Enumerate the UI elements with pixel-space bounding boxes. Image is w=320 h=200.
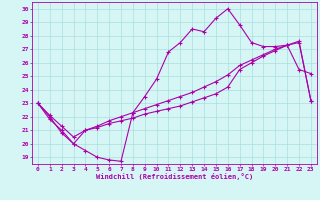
X-axis label: Windchill (Refroidissement éolien,°C): Windchill (Refroidissement éolien,°C) (96, 173, 253, 180)
